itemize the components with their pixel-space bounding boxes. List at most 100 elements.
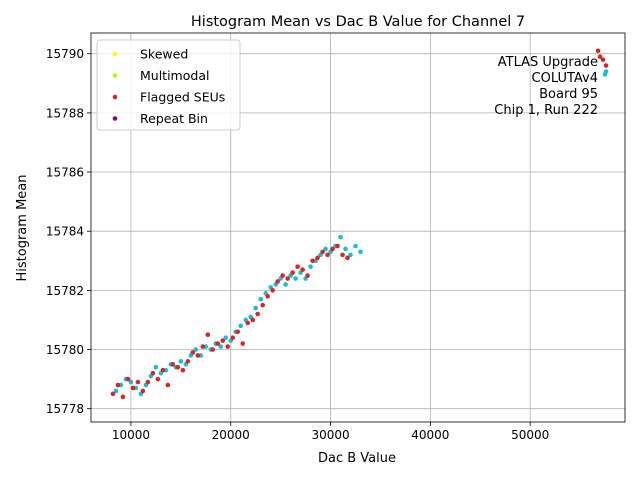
data-point bbox=[338, 234, 343, 240]
data-point bbox=[315, 255, 320, 261]
data-point bbox=[205, 332, 211, 338]
data-point bbox=[150, 370, 156, 376]
annotation-line: ATLAS Upgrade bbox=[498, 55, 598, 70]
plot-frame bbox=[90, 32, 626, 423]
x-axis-label: Dac B Value bbox=[318, 451, 396, 466]
data-point bbox=[603, 69, 609, 74]
data-point bbox=[295, 264, 300, 269]
data-point bbox=[595, 48, 601, 54]
data-point bbox=[110, 391, 116, 397]
legend-label: Flagged SEUs bbox=[140, 90, 225, 105]
x-tick-label: 10000 bbox=[112, 428, 150, 442]
data-point bbox=[275, 279, 280, 284]
data-point bbox=[245, 320, 251, 326]
data-point bbox=[280, 273, 285, 278]
data-point bbox=[603, 63, 609, 68]
data-point bbox=[113, 388, 119, 394]
data-point bbox=[200, 344, 206, 349]
data-point bbox=[330, 246, 335, 252]
legend-box bbox=[96, 39, 241, 131]
data-point bbox=[145, 379, 151, 385]
data-point bbox=[155, 376, 161, 382]
data-point bbox=[340, 252, 345, 258]
data-point bbox=[260, 302, 265, 308]
data-point bbox=[290, 270, 295, 275]
axis-ticks: 10000 20000 30000 40000 50000 15778 15780 15782… bbox=[46, 47, 549, 442]
data-point bbox=[305, 273, 310, 278]
annotation-line: Board 95 bbox=[539, 87, 598, 102]
data-point bbox=[253, 305, 258, 311]
data-point bbox=[320, 249, 325, 255]
data-point bbox=[218, 344, 224, 349]
data-point bbox=[323, 246, 328, 252]
data-point bbox=[235, 329, 241, 335]
annotation-line: COLUTAv4 bbox=[532, 71, 598, 86]
data-point bbox=[225, 344, 231, 349]
data-point bbox=[180, 367, 186, 373]
data-point bbox=[597, 54, 603, 59]
data-point bbox=[140, 388, 146, 394]
y-axis-label: Histogram Mean bbox=[15, 175, 30, 282]
data-point bbox=[178, 359, 184, 364]
annotation-block: ATLAS Upgrade COLUTAv4 Board 95 Chip 1, … bbox=[494, 55, 598, 118]
data-point bbox=[600, 57, 606, 62]
data-point bbox=[165, 382, 171, 388]
data-point bbox=[135, 379, 141, 385]
legend-marker bbox=[112, 51, 118, 57]
data-point bbox=[250, 317, 255, 323]
data-point bbox=[358, 249, 363, 255]
data-point bbox=[255, 311, 260, 317]
data-point bbox=[153, 364, 159, 370]
data-point bbox=[230, 335, 236, 340]
y-tick-label: 15788 bbox=[46, 106, 84, 120]
data-point bbox=[335, 243, 340, 249]
data-point bbox=[258, 296, 263, 302]
legend: Skewed Multimodal Flagged SEUs Repeat Bin bbox=[96, 39, 241, 131]
data-point bbox=[210, 347, 216, 352]
y-tick-label: 15778 bbox=[46, 402, 84, 416]
data-point bbox=[308, 264, 313, 269]
legend-label: Multimodal bbox=[140, 68, 209, 83]
data-point bbox=[190, 350, 196, 355]
data-point bbox=[215, 341, 221, 346]
data-point bbox=[270, 288, 275, 293]
data-point bbox=[348, 252, 353, 258]
data-point bbox=[300, 267, 305, 272]
data-point bbox=[160, 367, 166, 373]
y-tick-label: 15782 bbox=[46, 284, 84, 298]
data-point bbox=[193, 347, 199, 352]
data-point bbox=[130, 385, 136, 391]
y-tick-label: 15780 bbox=[46, 343, 84, 357]
data-point bbox=[170, 362, 176, 367]
data-point bbox=[353, 243, 358, 249]
data-point bbox=[185, 359, 191, 364]
grid-lines bbox=[91, 33, 625, 422]
legend-label: Repeat Bin bbox=[140, 111, 208, 126]
data-point bbox=[195, 353, 201, 358]
x-tick-label: 50000 bbox=[511, 428, 549, 442]
data-point bbox=[175, 364, 181, 370]
chart-title: Histogram Mean vs Dac B Value for Channe… bbox=[191, 14, 525, 30]
legend-marker bbox=[112, 94, 118, 100]
data-point bbox=[285, 276, 290, 281]
legend-label: Skewed bbox=[140, 47, 188, 62]
data-point bbox=[128, 379, 134, 385]
data-point bbox=[240, 341, 246, 346]
data-point bbox=[283, 282, 288, 287]
data-point bbox=[265, 293, 270, 299]
data-point bbox=[343, 246, 348, 252]
y-tick-label: 15786 bbox=[46, 166, 84, 180]
x-tick-label: 30000 bbox=[311, 428, 349, 442]
data-point bbox=[220, 338, 226, 343]
data-point bbox=[325, 252, 330, 258]
y-tick-label: 15790 bbox=[46, 47, 84, 61]
data-point bbox=[120, 394, 126, 400]
annotation-line: Chip 1, Run 222 bbox=[494, 103, 598, 118]
data-point bbox=[125, 376, 131, 382]
data-point bbox=[310, 258, 315, 264]
x-tick-label: 20000 bbox=[212, 428, 250, 442]
legend-marker bbox=[112, 116, 118, 121]
data-point bbox=[345, 255, 350, 261]
y-tick-label: 15784 bbox=[46, 225, 84, 239]
